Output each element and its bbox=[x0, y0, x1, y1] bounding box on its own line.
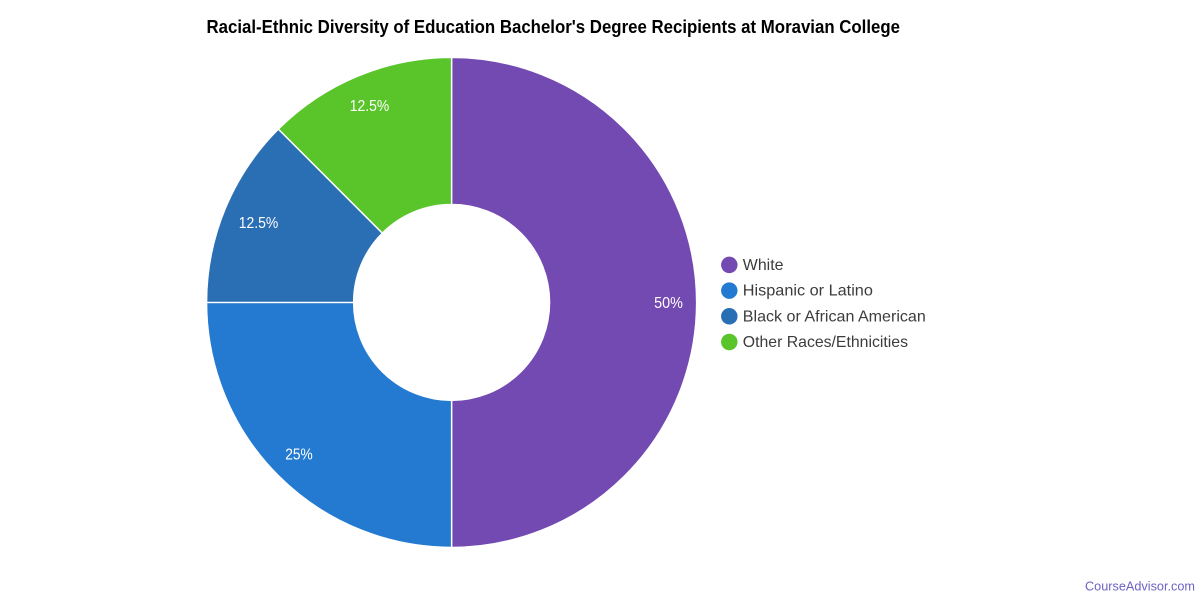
svg-text:Other Races/Ethnicities: Other Races/Ethnicities bbox=[743, 334, 908, 351]
svg-text:12.5%: 12.5% bbox=[350, 98, 389, 115]
svg-text:Racial-Ethnic Diversity of Edu: Racial-Ethnic Diversity of Education Bac… bbox=[207, 16, 901, 37]
svg-text:CourseAdvisor.com: CourseAdvisor.com bbox=[1085, 579, 1195, 594]
svg-text:50%: 50% bbox=[654, 295, 683, 312]
svg-text:12.5%: 12.5% bbox=[239, 215, 279, 232]
svg-text:Black or African American: Black or African American bbox=[743, 308, 926, 325]
svg-text:25%: 25% bbox=[285, 447, 313, 464]
svg-text:White: White bbox=[743, 257, 784, 274]
svg-text:Hispanic or Latino: Hispanic or Latino bbox=[743, 283, 873, 300]
